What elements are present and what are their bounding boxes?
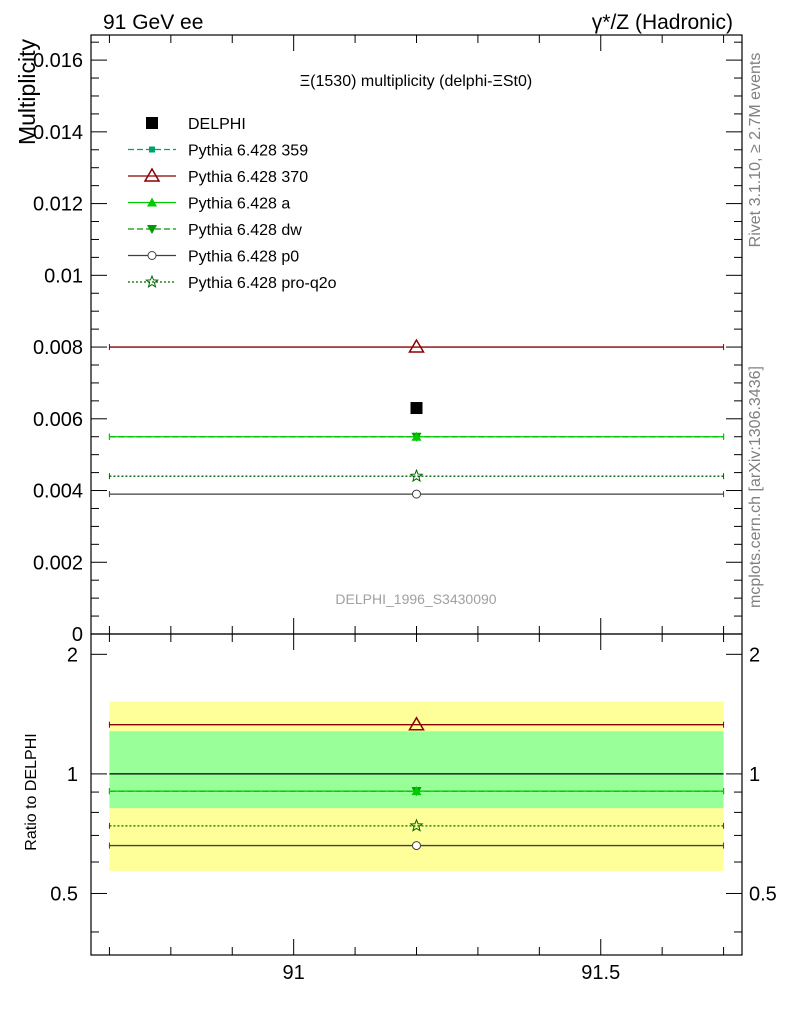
data-point-delphi [410, 402, 423, 415]
y-tick-label: 0.006 [33, 409, 83, 431]
ratio-plot: 91 91.5 0.5 0.5 1 1 2 2 [50, 633, 777, 984]
legend-marker-pdw [147, 225, 157, 234]
y-tick-label: 0.014 [33, 122, 83, 144]
legend-label-pp0: Pythia 6.428 p0 [188, 249, 299, 266]
legend-label-pq2o: Pythia 6.428 pro-q2o [188, 275, 337, 292]
mcplots-label: mcplots.cern.ch [arXiv:1306.3436] [747, 366, 764, 608]
series-marker-p370 [408, 338, 425, 353]
ratio-y-tick-label: 2 [67, 644, 78, 666]
y-tick-label: 0 [72, 624, 83, 646]
legend: DELPHI Pythia 6.428 359 Pythia 6.428 370 Py… [128, 116, 337, 292]
ratio-y-tick-label: 2 [749, 644, 760, 666]
ratio-y-tick-label: 1 [67, 764, 78, 786]
y-tick-label: 0.016 [33, 50, 83, 72]
chart-title: Ξ(1530) multiplicity (delphi-ΞSt0) [300, 73, 532, 90]
y-axis-label: Multiplicity [14, 38, 40, 145]
legend-marker-pp0 [147, 251, 157, 260]
legend-label-p370: Pythia 6.428 370 [188, 169, 308, 186]
x-tick-label: 91.5 [581, 962, 620, 984]
legend-marker-p370 [143, 167, 161, 182]
legend-marker-p359 [149, 146, 155, 153]
ratio-y-tick-label: 0.5 [50, 883, 78, 905]
x-tick-label: 91 [283, 962, 305, 984]
ratio-y-tick-label: 0.5 [749, 883, 777, 905]
y-tick-label: 0.002 [33, 552, 83, 574]
y-tick-label: 0.004 [33, 481, 83, 503]
legend-marker-pa [147, 197, 157, 207]
legend-label-pdw: Pythia 6.428 dw [188, 222, 302, 239]
watermark: DELPHI_1996_S3430090 [335, 591, 496, 607]
y-tick-label: 0.01 [44, 265, 83, 287]
series-marker-pp0 [412, 489, 421, 499]
ratio-marker-pp0 [412, 841, 421, 851]
rivet-label: Rivet 3.1.10, ≥ 2.7M events [747, 53, 764, 248]
ratio-y-axis-label: Ratio to DELPHI [23, 733, 40, 850]
main-plot: 0.002 0.004 0.006 0.008 0.01 0.012 0.014 0.016 0 [33, 34, 743, 650]
ratio-marker-pq2o [409, 818, 424, 832]
header-right: γ*/Z (Hadronic) [592, 11, 733, 34]
legend-label-delphi: DELPHI [188, 116, 246, 133]
ratio-marker-p370 [408, 716, 425, 731]
ratio-marker-pa [411, 786, 422, 796]
header-left: 91 GeV ee [103, 11, 203, 34]
legend-label-p359: Pythia 6.428 359 [188, 143, 308, 160]
series-marker-pq2o [409, 468, 424, 483]
legend-label-pa: Pythia 6.428 a [188, 196, 290, 213]
legend-marker-delphi [146, 117, 158, 129]
legend-marker-pq2o [144, 274, 160, 288]
y-tick-label: 0.012 [33, 194, 83, 216]
y-tick-label: 0.008 [33, 337, 83, 359]
series-marker-pa [411, 431, 422, 441]
ratio-y-tick-label: 1 [749, 764, 760, 786]
uncertainty-band-inner [109, 731, 724, 809]
